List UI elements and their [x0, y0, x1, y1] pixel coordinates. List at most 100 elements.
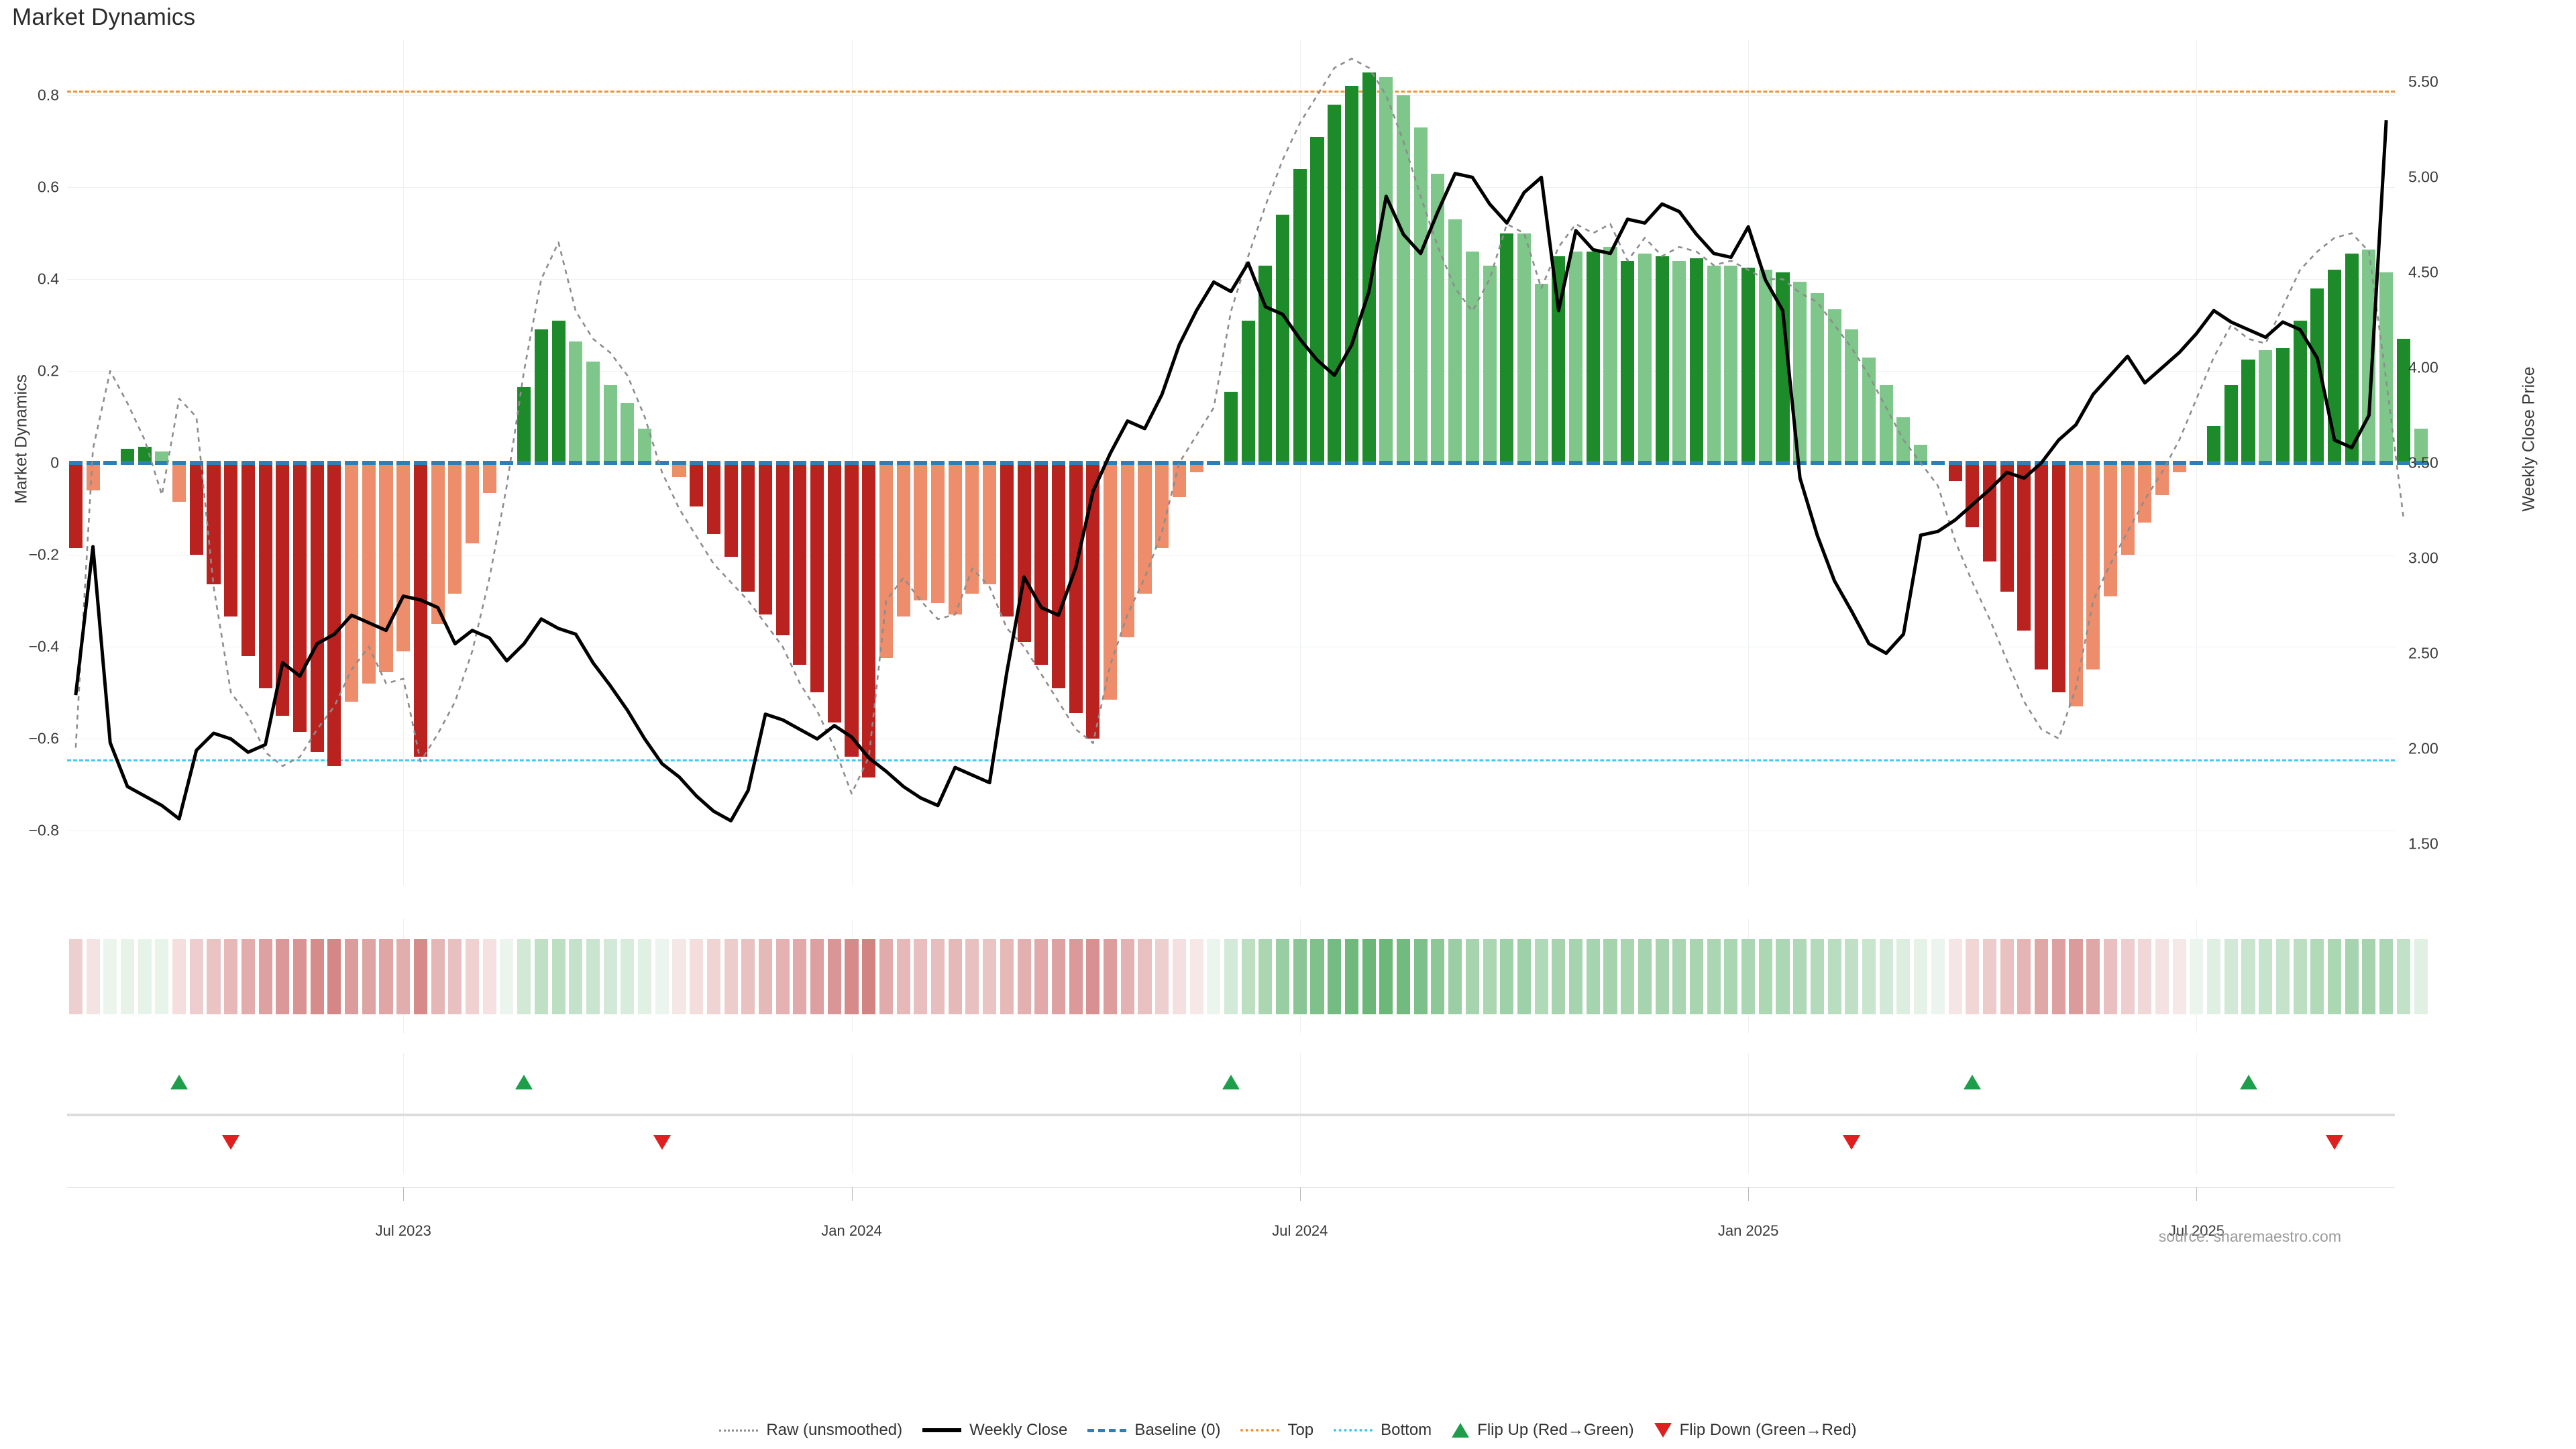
market-dynamics-bar — [1413, 127, 1428, 463]
heatmap-cell — [1621, 939, 1635, 1014]
legend-item[interactable]: Raw (unsmoothed) — [719, 1421, 902, 1440]
x-axis-band: Jul 2023 Jan 2024 Jul 2024 Jan 2025 Jul 2025 — [67, 1187, 2395, 1275]
heatmap-cell — [379, 939, 393, 1014]
baseline-segment — [2103, 461, 2117, 465]
y-axis-right-tick-label: 3.00 — [2408, 549, 2438, 567]
market-dynamics-bar — [965, 463, 979, 594]
heatmap-cell — [1483, 939, 1497, 1014]
flip-up-marker-icon[interactable] — [170, 1075, 189, 1089]
market-dynamics-bar — [1397, 95, 1411, 463]
market-dynamics-bar — [2121, 463, 2135, 555]
market-dynamics-bar — [2345, 254, 2359, 463]
market-dynamics-bar — [741, 463, 755, 592]
baseline-segment — [2086, 461, 2100, 465]
baseline-segment — [1431, 461, 1445, 465]
market-dynamics-bar — [310, 463, 324, 753]
flip-down-marker-icon[interactable] — [222, 1135, 240, 1150]
heatmap-cell — [345, 939, 359, 1014]
dashed-blue-line-icon — [1087, 1428, 1127, 1432]
baseline-segment — [2224, 461, 2238, 465]
market-dynamics-bar — [2000, 463, 2014, 592]
heatmap-cell — [706, 939, 720, 1014]
flip-down-marker-icon[interactable] — [1843, 1135, 1861, 1150]
legend-item-label: Flip Up (Red→Green) — [1477, 1421, 1634, 1439]
market-dynamics-bar — [517, 387, 531, 463]
heatmap-cell — [793, 939, 807, 1014]
market-dynamics-bar — [1086, 463, 1100, 739]
page-title: Market Dynamics — [12, 4, 196, 30]
baseline-segment — [1465, 461, 1479, 465]
baseline-segment — [68, 461, 83, 465]
heatmap-cell — [2275, 939, 2290, 1014]
heatmap-cell — [551, 939, 566, 1014]
baseline-segment — [965, 461, 979, 465]
market-dynamics-bar — [1914, 444, 1928, 463]
market-dynamics-bar — [1948, 463, 1962, 482]
market-dynamics-bar — [1034, 463, 1049, 665]
market-dynamics-bar — [621, 402, 635, 463]
legend-item[interactable]: Flip Down (Green→Red) — [1654, 1421, 1857, 1440]
heatmap-cell — [775, 939, 790, 1014]
market-dynamics-bar — [2241, 359, 2255, 463]
heatmap-cell — [189, 939, 203, 1014]
market-dynamics-bar — [1483, 265, 1497, 463]
legend-item[interactable]: Bottom — [1334, 1421, 1432, 1440]
market-dynamics-bar — [224, 463, 238, 617]
baseline-segment — [655, 461, 669, 465]
reference-line-top — [67, 91, 2395, 93]
market-dynamics-bar — [1189, 463, 1203, 472]
heatmap-cell — [207, 939, 221, 1014]
heatmap-cell — [1034, 939, 1049, 1014]
market-dynamics-bar — [1362, 72, 1376, 463]
baseline-segment — [1104, 461, 1118, 465]
baseline-segment — [2293, 461, 2307, 465]
heatmap-cell — [1276, 939, 1290, 1014]
heatmap-cell — [2293, 939, 2307, 1014]
legend-item[interactable]: Flip Up (Red→Green) — [1452, 1421, 1634, 1440]
baseline-segment — [1862, 461, 1876, 465]
flip-up-marker-icon[interactable] — [2239, 1075, 2257, 1089]
main-plot-area — [67, 40, 2428, 885]
market-dynamics-bar — [207, 463, 221, 585]
heatmap-cell — [2362, 939, 2376, 1014]
legend-item[interactable]: Weekly Close — [922, 1421, 1067, 1440]
heatmap-cell — [482, 939, 496, 1014]
market-dynamics-bar — [534, 329, 548, 463]
baseline-segment — [1155, 461, 1169, 465]
market-dynamics-bar — [2362, 249, 2376, 463]
baseline-segment — [1931, 461, 1945, 465]
market-dynamics-bar — [327, 463, 341, 766]
baseline-segment — [1586, 461, 1600, 465]
heatmap-cell — [1051, 939, 1065, 1014]
market-dynamics-bar — [1000, 463, 1014, 617]
legend-item[interactable]: Top — [1240, 1421, 1313, 1440]
baseline-segment — [396, 461, 411, 465]
legend-item[interactable]: Baseline (0) — [1087, 1421, 1220, 1440]
heatmap-cell — [1310, 939, 1324, 1014]
flip-up-marker-icon[interactable] — [515, 1075, 533, 1089]
flip-up-marker-icon[interactable] — [1222, 1075, 1240, 1089]
baseline-segment — [1051, 461, 1065, 465]
baseline-segment — [241, 461, 255, 465]
flip-down-marker-icon[interactable] — [2326, 1135, 2344, 1150]
market-dynamics-bar — [2396, 339, 2410, 463]
baseline-segment — [2362, 461, 2376, 465]
heatmap-cell — [2155, 939, 2169, 1014]
heatmap-cell — [1931, 939, 1945, 1014]
heatmap-cell — [1328, 939, 1342, 1014]
heatmap-cell — [1017, 939, 1031, 1014]
baseline-segment — [983, 461, 997, 465]
baseline-segment — [1310, 461, 1324, 465]
baseline-segment — [758, 461, 773, 465]
heatmap-cell — [948, 939, 962, 1014]
heatmap-cell — [2172, 939, 2186, 1014]
heatmap-cell — [569, 939, 583, 1014]
flip-up-marker-icon[interactable] — [1964, 1075, 1982, 1089]
flip-down-marker-icon[interactable] — [653, 1135, 671, 1150]
baseline-segment — [1258, 461, 1273, 465]
heatmap-cell — [1603, 939, 1617, 1014]
y-axis-right-tick-label: 3.50 — [2408, 453, 2438, 472]
market-dynamics-bar — [1293, 168, 1307, 463]
market-dynamics-bar — [948, 463, 962, 614]
heatmap-cell — [2310, 939, 2324, 1014]
